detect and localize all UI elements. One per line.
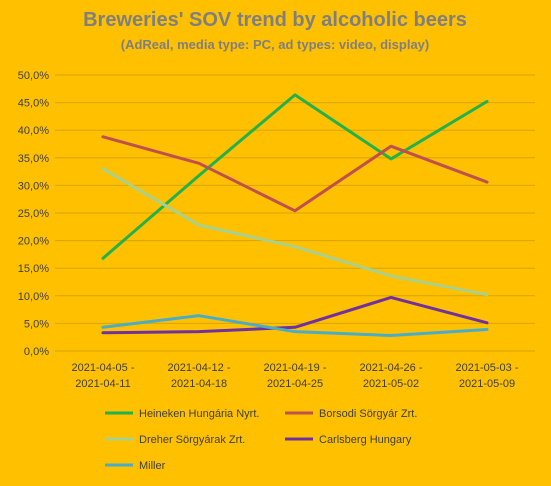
y-tick-label: 40,0% [18, 125, 49, 137]
legend-label: Borsodi Sörgyár Zrt. [319, 408, 417, 420]
series-lines [101, 93, 489, 338]
series-line [101, 314, 489, 338]
legend-label: Dreher Sörgyárak Zrt. [139, 434, 245, 446]
legend: Heineken Hungária Nyrt. Borsodi Sörgyár Z… [105, 408, 417, 472]
chart-title: Breweries' SOV trend by alcoholic beers [83, 9, 467, 31]
x-tick-label: 2021-04-19 -2021-04-25 [264, 362, 327, 390]
y-tick-label: 15,0% [18, 263, 49, 275]
x-tick-label: 2021-04-12 -2021-04-18 [168, 362, 231, 390]
y-tick-label: 10,0% [18, 291, 49, 303]
x-axis-ticks: 2021-04-05 -2021-04-11 2021-04-12 -2021-0… [72, 362, 519, 390]
y-axis-ticks: 0,0% 5,0% 10,0% 15,0% 20,0% 25,0% 30,0% 35,0% 40… [18, 70, 49, 358]
y-tick-label: 35,0% [18, 153, 49, 165]
y-tick-label: 50,0% [18, 70, 49, 82]
series-line [101, 135, 489, 213]
y-tick-label: 0,0% [24, 346, 49, 358]
legend-label: Miller [139, 460, 166, 472]
chart-subtitle: (AdReal, media type: PC, ad types: video… [121, 37, 429, 52]
series-line [101, 167, 489, 297]
x-tick-label: 2021-04-26 -2021-05-02 [360, 362, 423, 390]
series-line [101, 295, 489, 335]
y-tick-label: 5,0% [24, 318, 49, 330]
legend-label: Carlsberg Hungary [319, 434, 412, 446]
y-tick-label: 25,0% [18, 208, 49, 220]
series-line [101, 93, 489, 260]
y-tick-label: 45,0% [18, 98, 49, 110]
x-tick-label: 2021-05-03 -2021-05-09 [456, 362, 519, 390]
legend-label: Heineken Hungária Nyrt. [139, 408, 259, 420]
y-tick-label: 20,0% [18, 236, 49, 248]
x-tick-label: 2021-04-05 -2021-04-11 [72, 362, 135, 390]
y-tick-label: 30,0% [18, 180, 49, 192]
